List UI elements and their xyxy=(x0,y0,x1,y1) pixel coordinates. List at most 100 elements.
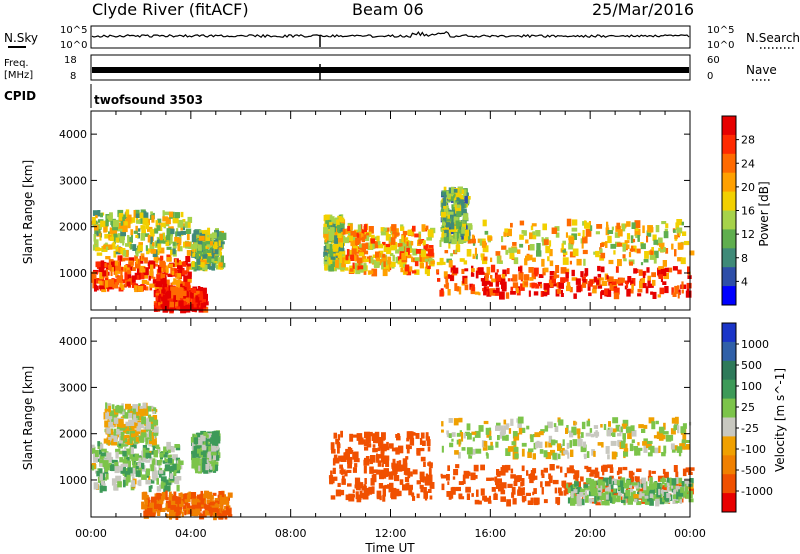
scatter-cell xyxy=(166,257,172,262)
scatter-cell xyxy=(160,507,166,512)
scatter-cell xyxy=(555,232,560,238)
scatter-cell xyxy=(352,451,355,460)
scatter-cell xyxy=(447,238,451,242)
scatter-cell xyxy=(659,247,666,253)
scatter-cell xyxy=(205,241,211,245)
scatter-cell xyxy=(675,471,679,479)
scatter-cell xyxy=(558,419,564,426)
scatter-cell xyxy=(391,234,395,240)
colorbar-segment xyxy=(722,191,736,211)
scatter-cell xyxy=(122,451,127,457)
scatter-cell xyxy=(343,237,349,244)
scatter-cell xyxy=(175,259,181,266)
scatter-cell xyxy=(210,452,217,456)
scatter-cell xyxy=(349,254,355,261)
scatter-cell xyxy=(640,483,645,488)
scatter-cell xyxy=(211,443,217,452)
scatter-cell xyxy=(595,471,600,478)
scatter-cell xyxy=(455,464,460,469)
scatter-cell xyxy=(184,241,191,247)
scatter-cell xyxy=(382,268,388,277)
scatter-cell xyxy=(412,248,418,256)
scatter-cell xyxy=(406,482,410,490)
scatter-cell xyxy=(121,284,125,290)
scatter-cell xyxy=(135,225,138,234)
scatter-cell xyxy=(630,476,635,483)
scatter-cell xyxy=(635,226,639,231)
scatter-cell xyxy=(540,284,543,289)
scatter-cell xyxy=(402,243,408,250)
scatter-cell xyxy=(567,497,571,504)
scatter-cell xyxy=(91,465,95,471)
scatter-cell xyxy=(120,470,124,474)
scatter-cell xyxy=(446,216,452,222)
scatter-cell xyxy=(376,490,382,498)
scatter-cell xyxy=(563,450,569,455)
scatter-cell xyxy=(125,243,130,247)
scatter-cell xyxy=(148,423,155,430)
scatter-cell xyxy=(463,260,468,265)
scatter-cell xyxy=(427,437,430,446)
scatter-cell xyxy=(96,458,100,462)
scatter-cell xyxy=(406,254,412,259)
scatter-cell xyxy=(339,464,343,469)
scatter-cell xyxy=(558,491,563,496)
scatter-cell xyxy=(329,244,333,252)
scatter-cell xyxy=(456,432,461,437)
scatter-cell xyxy=(165,513,169,517)
scatter-cell xyxy=(604,288,608,296)
scatter-cell xyxy=(485,273,489,281)
scatter-cell xyxy=(549,260,554,267)
scatter-cell xyxy=(476,489,479,497)
scatter-cell xyxy=(490,275,493,279)
scatter-cell xyxy=(506,228,512,237)
scatter-cell xyxy=(630,425,635,431)
colorbar-segment xyxy=(722,286,736,306)
scatter-cell xyxy=(219,494,222,503)
scatter-cell xyxy=(363,465,367,474)
scatter-cell xyxy=(365,490,370,496)
scatter-cell xyxy=(549,464,555,471)
scatter-cell xyxy=(114,465,120,474)
scatter-cell xyxy=(214,247,219,255)
scatter-cell xyxy=(361,236,365,243)
scatter-cell xyxy=(541,473,545,478)
scatter-cell xyxy=(485,427,490,435)
scatter-cell xyxy=(672,500,678,504)
scatter-cell xyxy=(139,455,146,459)
scatter-cell xyxy=(158,238,164,244)
scatter-cell xyxy=(152,242,155,247)
scatter-cell xyxy=(440,474,446,479)
scatter-cell xyxy=(601,280,608,286)
scatter-cell xyxy=(195,508,201,515)
scatter-cell xyxy=(105,402,108,410)
scatter-cell xyxy=(503,419,507,425)
scatter-cell xyxy=(120,229,126,237)
scatter-cell xyxy=(194,449,198,456)
scatter-cell xyxy=(120,221,124,226)
scatter-cell xyxy=(530,225,534,231)
scatter-cell xyxy=(629,288,634,294)
scatter-cell xyxy=(358,259,361,267)
scatter-cell xyxy=(125,421,131,427)
scatter-cell xyxy=(181,300,188,306)
scatter-cell xyxy=(495,274,501,282)
scatter-cell xyxy=(164,211,170,216)
scatter-cell xyxy=(126,431,132,435)
scatter-cell xyxy=(664,286,669,294)
scatter-cell xyxy=(625,479,631,486)
scatter-cell xyxy=(555,453,561,460)
scatter-cell xyxy=(169,466,175,472)
scatter-cell xyxy=(627,496,633,500)
scatter-cell xyxy=(155,290,160,294)
scatter-cell xyxy=(418,239,422,245)
scatter-cell xyxy=(145,418,151,425)
scatter-cell xyxy=(598,483,601,489)
scatter-cell xyxy=(650,291,654,295)
scatter-cell xyxy=(521,448,525,457)
scatter-cell xyxy=(589,225,593,231)
scatter-cell xyxy=(443,237,450,244)
scatter-cell xyxy=(375,262,379,267)
scatter-cell xyxy=(507,483,513,488)
